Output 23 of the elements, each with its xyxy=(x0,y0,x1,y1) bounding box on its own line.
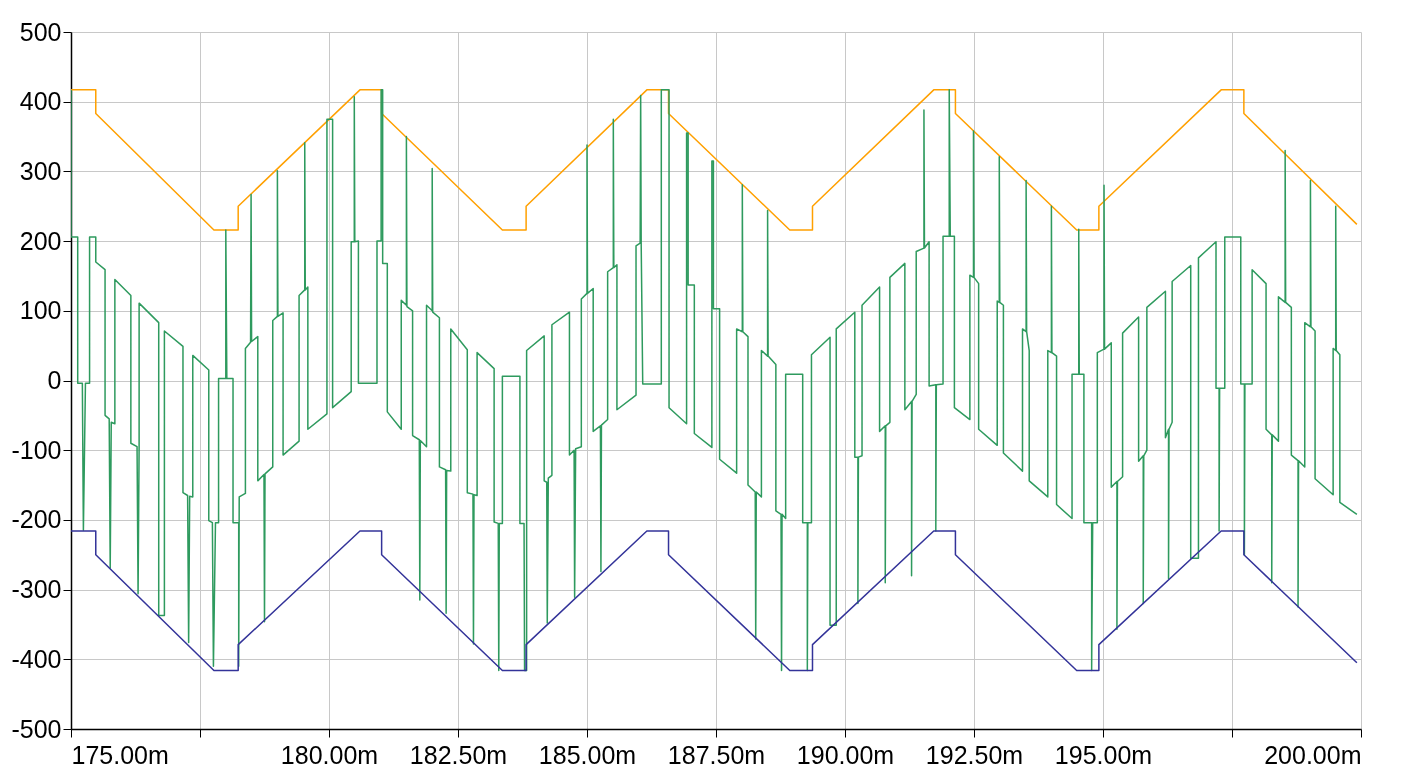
y-tick-label: 0 xyxy=(47,366,62,394)
y-tick-label: -100 xyxy=(11,435,62,464)
y-tick-label: 300 xyxy=(19,156,62,185)
y-tick-label: -300 xyxy=(11,575,62,604)
y-tick-label: 400 xyxy=(19,87,62,116)
y-tick-label: -400 xyxy=(11,644,62,673)
y-tick-label: 200 xyxy=(19,226,62,255)
y-tick-label: -200 xyxy=(11,505,62,534)
x-tick-label: 192.50m xyxy=(925,740,1024,769)
line-series xyxy=(71,89,1358,231)
x-tick-label: 200.00m xyxy=(1264,740,1362,769)
line-series xyxy=(71,89,1358,672)
line-series xyxy=(71,530,1358,672)
x-tick-label: 187.50m xyxy=(667,740,766,769)
x-tick-label: 190.00m xyxy=(796,740,895,769)
x-tick-label: 185.00m xyxy=(538,740,637,769)
x-tick-label: 182.50m xyxy=(409,740,508,769)
x-tick-label: 180.00m xyxy=(280,740,379,769)
y-tick-label: 100 xyxy=(19,296,62,325)
x-tick-label: 195.00m xyxy=(1054,740,1153,769)
y-tick-label: -500 xyxy=(11,714,62,743)
x-tick-label: 175.00m xyxy=(71,740,169,769)
y-tick-label: 500 xyxy=(19,17,62,46)
